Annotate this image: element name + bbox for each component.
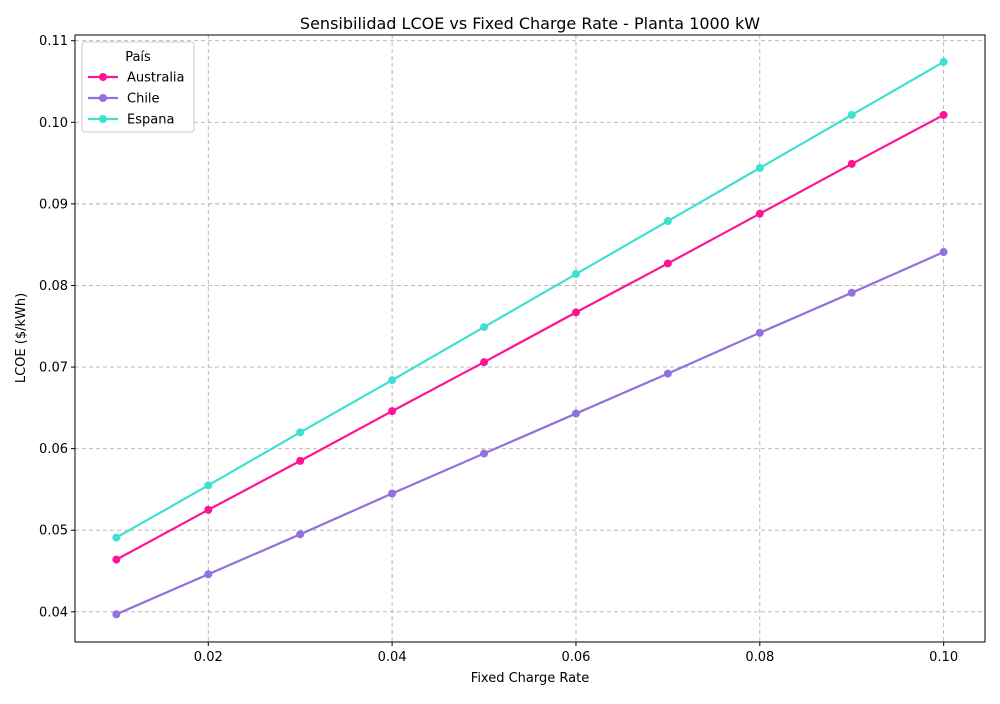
series-espana <box>112 57 948 542</box>
y-tick-label: 0.07 <box>39 361 68 376</box>
data-point-chile <box>571 409 580 418</box>
series-line-chile <box>115 251 945 616</box>
plot-area-frame <box>74 34 986 643</box>
x-tick-label: 0.02 <box>194 650 223 665</box>
x-tick-label: 0.06 <box>561 650 590 665</box>
data-point-australia <box>847 159 856 168</box>
data-point-australia <box>296 456 305 465</box>
y-tick-label: 0.04 <box>39 605 68 620</box>
y-axis-label: LCOE ($/kWh) <box>14 293 29 383</box>
data-point-chile <box>939 248 948 257</box>
y-tick-label: 0.11 <box>39 34 68 49</box>
x-tick-label: 0.04 <box>378 650 407 665</box>
data-point-chile <box>112 610 121 619</box>
y-tick-label: 0.08 <box>39 279 68 294</box>
legend-marker-australia <box>99 73 107 81</box>
data-point-espana <box>388 376 397 385</box>
x-axis-label: Fixed Charge Rate <box>471 671 589 686</box>
data-point-australia <box>663 259 672 268</box>
legend-marker-chile <box>99 94 107 102</box>
data-point-australia <box>939 110 948 119</box>
chart-title: Sensibilidad LCOE vs Fixed Charge Rate -… <box>300 14 760 33</box>
legend-label-espana: Espana <box>127 113 174 128</box>
legend-entry-australia: Australia <box>88 71 185 86</box>
data-point-espana <box>755 163 764 172</box>
series-australia <box>112 110 948 564</box>
data-point-espana <box>296 428 305 437</box>
y-tick-label: 0.10 <box>39 116 68 131</box>
ticks-layer: 0.02 0.04 0.06 0.08 0.10 0.04 0.05 0.06 0.07 0.08… <box>39 34 958 665</box>
legend-box <box>81 41 195 133</box>
data-point-chile <box>296 530 305 539</box>
legend-entry-chile: Chile <box>88 92 160 107</box>
y-tick-label: 0.05 <box>39 524 68 539</box>
data-point-chile <box>663 369 672 378</box>
series-line-australia <box>115 113 945 561</box>
series-layer <box>112 57 948 619</box>
data-point-espana <box>112 533 121 542</box>
legend-title: País <box>125 50 151 65</box>
data-point-australia <box>755 209 764 218</box>
data-point-chile <box>755 328 764 337</box>
legend-marker-espana <box>99 115 107 123</box>
data-point-espana <box>847 110 856 119</box>
data-point-australia <box>112 555 121 564</box>
y-tick-label: 0.09 <box>39 197 68 212</box>
grid-layer <box>75 35 985 642</box>
data-point-chile <box>388 489 397 498</box>
data-point-espana <box>939 57 948 66</box>
data-point-espana <box>480 323 489 332</box>
data-point-chile <box>204 570 213 579</box>
data-point-espana <box>571 270 580 279</box>
x-tick-label: 0.08 <box>745 650 774 665</box>
data-point-australia <box>480 358 489 367</box>
x-tick-label: 0.10 <box>929 650 958 665</box>
data-point-australia <box>388 407 397 416</box>
legend: País Australia Chile Espana <box>81 41 195 133</box>
series-chile <box>112 248 948 619</box>
data-point-chile <box>847 288 856 297</box>
legend-label-chile: Chile <box>127 92 160 107</box>
legend-label-australia: Australia <box>127 71 185 86</box>
data-point-australia <box>204 505 213 514</box>
data-point-chile <box>480 449 489 458</box>
data-point-espana <box>663 217 672 226</box>
legend-entries: Australia Chile Espana <box>88 71 185 128</box>
series-line-espana <box>115 60 945 539</box>
y-tick-label: 0.06 <box>39 442 68 457</box>
data-point-espana <box>204 481 213 490</box>
legend-entry-espana: Espana <box>88 113 174 128</box>
data-point-australia <box>571 308 580 317</box>
